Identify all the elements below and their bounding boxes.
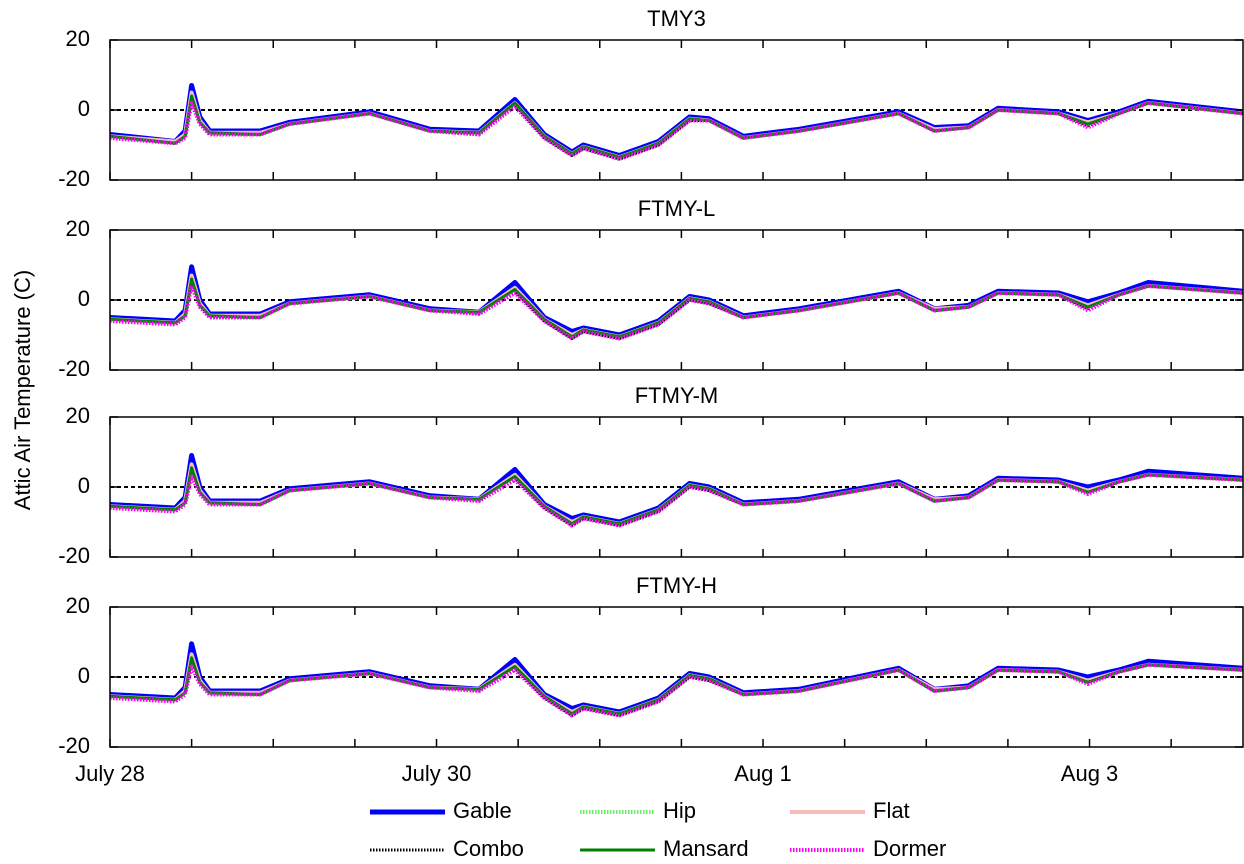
panel-title: FTMY-L xyxy=(638,196,715,221)
y-tick-label: 0 xyxy=(78,96,90,121)
y-tick-label: 20 xyxy=(66,593,90,618)
y-tick-label: 0 xyxy=(78,473,90,498)
legend-label: Combo xyxy=(453,836,524,861)
panel-title: TMY3 xyxy=(647,6,706,31)
y-tick-label: 0 xyxy=(78,286,90,311)
series-line xyxy=(109,656,1244,716)
x-tick-label: July 28 xyxy=(75,761,145,786)
legend-label: Dormer xyxy=(873,836,946,861)
y-tick-label: -20 xyxy=(58,356,90,381)
panel-title: FTMY-H xyxy=(636,573,717,598)
series-line xyxy=(109,101,1244,161)
y-tick-label: 0 xyxy=(78,663,90,688)
y-tick-label: -20 xyxy=(58,166,90,191)
x-tick-label: Aug 1 xyxy=(734,761,792,786)
y-tick-label: -20 xyxy=(58,543,90,568)
legend-label: Hip xyxy=(663,798,696,823)
y-tick-label: 20 xyxy=(66,403,90,428)
series-line xyxy=(109,662,1244,718)
legend-label: Gable xyxy=(453,798,512,823)
y-tick-label: 20 xyxy=(66,26,90,51)
y-tick-label: -20 xyxy=(58,733,90,758)
x-tick-label: Aug 3 xyxy=(1061,761,1119,786)
series-line xyxy=(109,284,1244,341)
legend-label: Flat xyxy=(873,798,910,823)
series-line xyxy=(109,472,1244,528)
legend-label: Mansard xyxy=(663,836,749,861)
panel-title: FTMY-M xyxy=(635,383,719,408)
series-line xyxy=(109,466,1244,526)
y-axis-label: Attic Air Temperature (C) xyxy=(10,270,35,510)
y-tick-label: 20 xyxy=(66,216,90,241)
x-tick-label: July 30 xyxy=(402,761,472,786)
